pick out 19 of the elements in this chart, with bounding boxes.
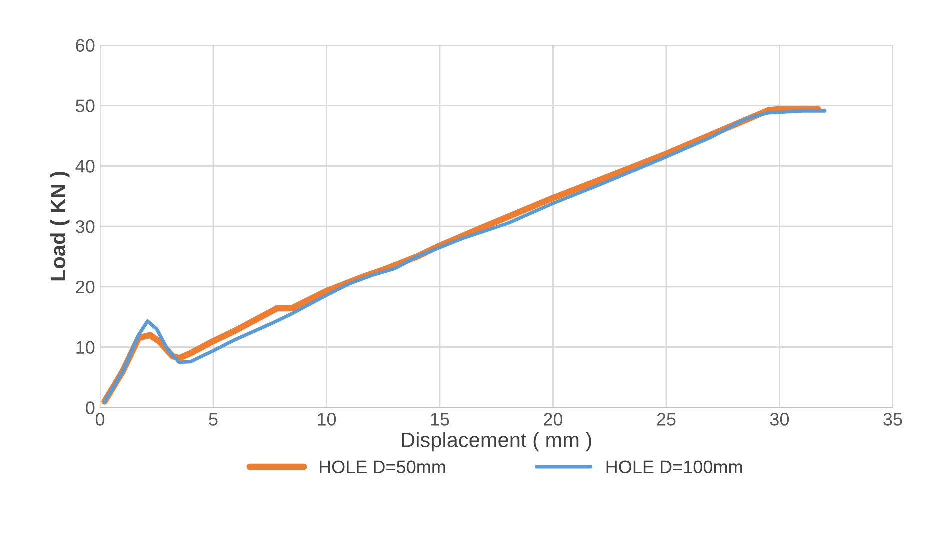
x-tick-label: 35 (884, 413, 902, 426)
y-tick-label: 50 (76, 100, 95, 112)
y-tick-label: 40 (76, 160, 95, 173)
y-tick-label: 10 (76, 341, 95, 354)
x-tick-label: 0 (96, 413, 105, 426)
y-axis-title: Load ( KN ) (50, 172, 70, 281)
x-tick-label: 15 (431, 413, 450, 426)
y-tick-label: 30 (76, 220, 95, 234)
legend-label: HOLE D=50mm (320, 460, 446, 474)
y-tick-label: 0 (86, 402, 95, 414)
x-axis-title: Displacement ( mm ) (402, 432, 592, 452)
x-tick-label: 30 (770, 413, 790, 426)
x-tick-label: 25 (657, 413, 676, 426)
y-tick-label: 20 (76, 280, 95, 294)
x-tick-label: 20 (544, 413, 563, 426)
y-tick-label: 60 (76, 39, 95, 52)
x-tick-label: 10 (318, 413, 336, 426)
legend-label: HOLE D=100mm (606, 460, 742, 474)
x-tick-label: 5 (209, 413, 218, 426)
